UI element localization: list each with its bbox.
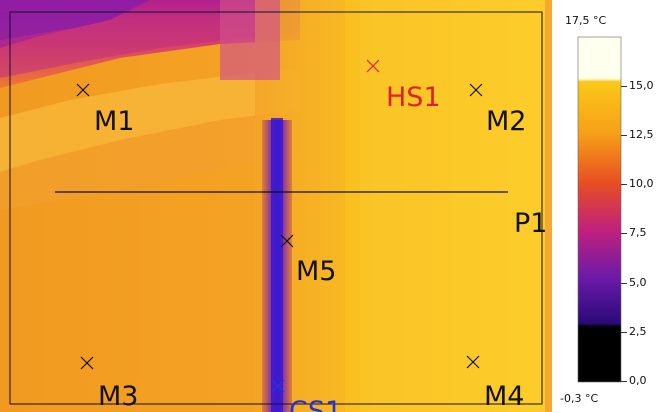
scale-tick-15: 15,0 — [629, 79, 654, 92]
marker-label-m2: M2 — [486, 106, 526, 137]
marker-m3 — [80, 356, 94, 370]
temperature-scale: 17,5 °C 15,0 12,5 10,0 7,5 5,0 2,5 0,0 — [552, 0, 658, 412]
marker-label-hs1: HS1 — [386, 82, 441, 113]
marker-hs1 — [366, 59, 380, 73]
marker-label-m4: M4 — [484, 381, 524, 412]
scale-tick-7-5: 7,5 — [629, 226, 647, 239]
scale-tick-0: 0,0 — [629, 374, 647, 387]
scale-tick-12-5: 12,5 — [629, 128, 654, 141]
scale-tick-10: 10,0 — [629, 177, 654, 190]
palette-bar — [577, 36, 622, 383]
marker-cs1 — [271, 379, 285, 393]
marker-label-m3: M3 — [98, 381, 138, 412]
marker-label-cs1: CS1 — [289, 396, 342, 412]
marker-m2 — [469, 83, 483, 97]
marker-label-m1: M1 — [94, 106, 134, 137]
marker-m5 — [280, 234, 294, 248]
scale-tick-2-5: 2,5 — [629, 325, 647, 338]
marker-m1 — [76, 83, 90, 97]
marker-label-p1: P1 — [514, 208, 547, 239]
scale-min-label: -0,3 °C — [560, 392, 599, 405]
marker-m4 — [466, 355, 480, 369]
scale-tick-5: 5,0 — [629, 276, 647, 289]
scale-max-label: 17,5 °C — [565, 14, 607, 27]
thermal-image: P1 M1 M2 HS1 M5 M3 — [0, 0, 552, 412]
marker-label-m5: M5 — [296, 256, 336, 287]
